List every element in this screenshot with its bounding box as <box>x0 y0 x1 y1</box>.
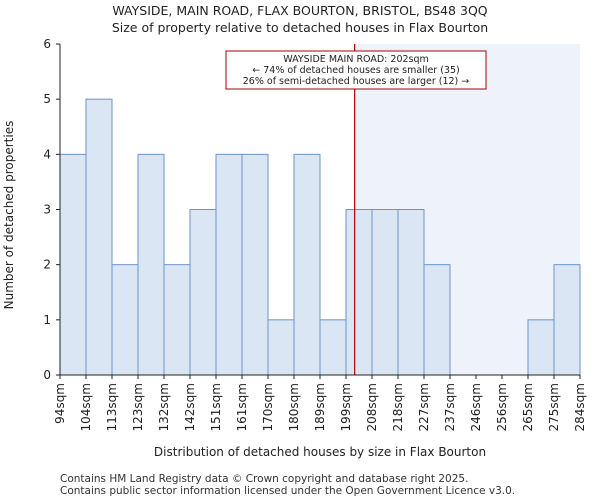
x-tick-label: 284sqm <box>573 383 587 431</box>
x-tick-label: 275sqm <box>547 383 561 431</box>
bar-132sqm <box>163 264 191 376</box>
bar-265sqm <box>527 319 555 376</box>
bar-142sqm <box>189 209 217 376</box>
x-axis-label: Distribution of detached houses by size … <box>154 445 486 459</box>
bar-113sqm <box>111 264 139 376</box>
chart-subtitle: Size of property relative to detached ho… <box>111 20 489 35</box>
x-tick-label: 256sqm <box>495 383 509 431</box>
y-axis-label: Number of detached properties <box>2 121 16 310</box>
x-tick-label: 208sqm <box>365 383 379 431</box>
x-tick-label: 180sqm <box>287 383 301 431</box>
histogram-chart: 0 1 2 3 4 5 6 94sqm 104sqm 113sqm 123sqm 132sqm 142… <box>2 37 587 459</box>
x-tick-label: 189sqm <box>313 383 327 431</box>
bar-189sqm <box>319 319 347 376</box>
chart-title: WAYSIDE, MAIN ROAD, FLAX BOURTON, BRISTO… <box>112 3 488 18</box>
x-tick-label: 199sqm <box>339 383 353 431</box>
x-tick-label: 237sqm <box>443 383 457 431</box>
y-tick-label: 3 <box>43 203 51 217</box>
x-tick-label: 161sqm <box>235 383 249 431</box>
x-tick-label: 113sqm <box>105 383 119 431</box>
bar-227sqm <box>423 264 451 376</box>
x-tick-label: 151sqm <box>209 383 223 431</box>
bar-180sqm <box>293 153 321 376</box>
y-tick-label: 5 <box>43 92 51 106</box>
bar-123sqm <box>137 153 165 376</box>
x-tick-label: 246sqm <box>469 383 483 431</box>
bar-218sqm <box>397 209 425 376</box>
y-tick-label: 4 <box>43 147 51 161</box>
x-tick-label: 227sqm <box>417 383 431 431</box>
bar-199sqm <box>345 209 373 376</box>
x-tick-label: 132sqm <box>157 383 171 431</box>
x-tick-label: 142sqm <box>183 383 197 431</box>
annotation-box <box>225 50 487 90</box>
annotation-line-3: 26% of semi-detached houses are larger (… <box>243 76 470 87</box>
x-tick-label: 123sqm <box>131 383 145 431</box>
bar-208sqm <box>371 209 399 376</box>
marker-annotation: WAYSIDE MAIN ROAD: 202sqm ← 74% of detac… <box>225 50 487 90</box>
footer-line-2: Contains public sector information licen… <box>60 485 516 497</box>
bar-151sqm <box>215 153 243 376</box>
x-tick-label: 265sqm <box>521 383 535 431</box>
x-tick-label: 94sqm <box>53 383 67 424</box>
y-tick-label: 1 <box>43 313 51 327</box>
annotation-line-1: WAYSIDE MAIN ROAD: 202sqm <box>283 54 429 65</box>
x-tick-label: 104sqm <box>79 383 93 431</box>
y-tick-label: 0 <box>43 368 51 382</box>
footer-line-1: Contains HM Land Registry data © Crown c… <box>60 473 469 485</box>
bar-170sqm <box>267 319 295 376</box>
x-tick-label: 218sqm <box>391 383 405 431</box>
annotation-line-2: ← 74% of detached houses are smaller (35… <box>252 65 459 76</box>
y-tick-label: 2 <box>43 258 51 272</box>
bar-275sqm <box>553 264 581 376</box>
x-tick-label: 170sqm <box>261 383 275 431</box>
bar-161sqm <box>241 153 269 376</box>
bar-94sqm <box>59 153 87 376</box>
y-tick-label: 6 <box>43 37 51 51</box>
bar-104sqm <box>85 98 113 376</box>
